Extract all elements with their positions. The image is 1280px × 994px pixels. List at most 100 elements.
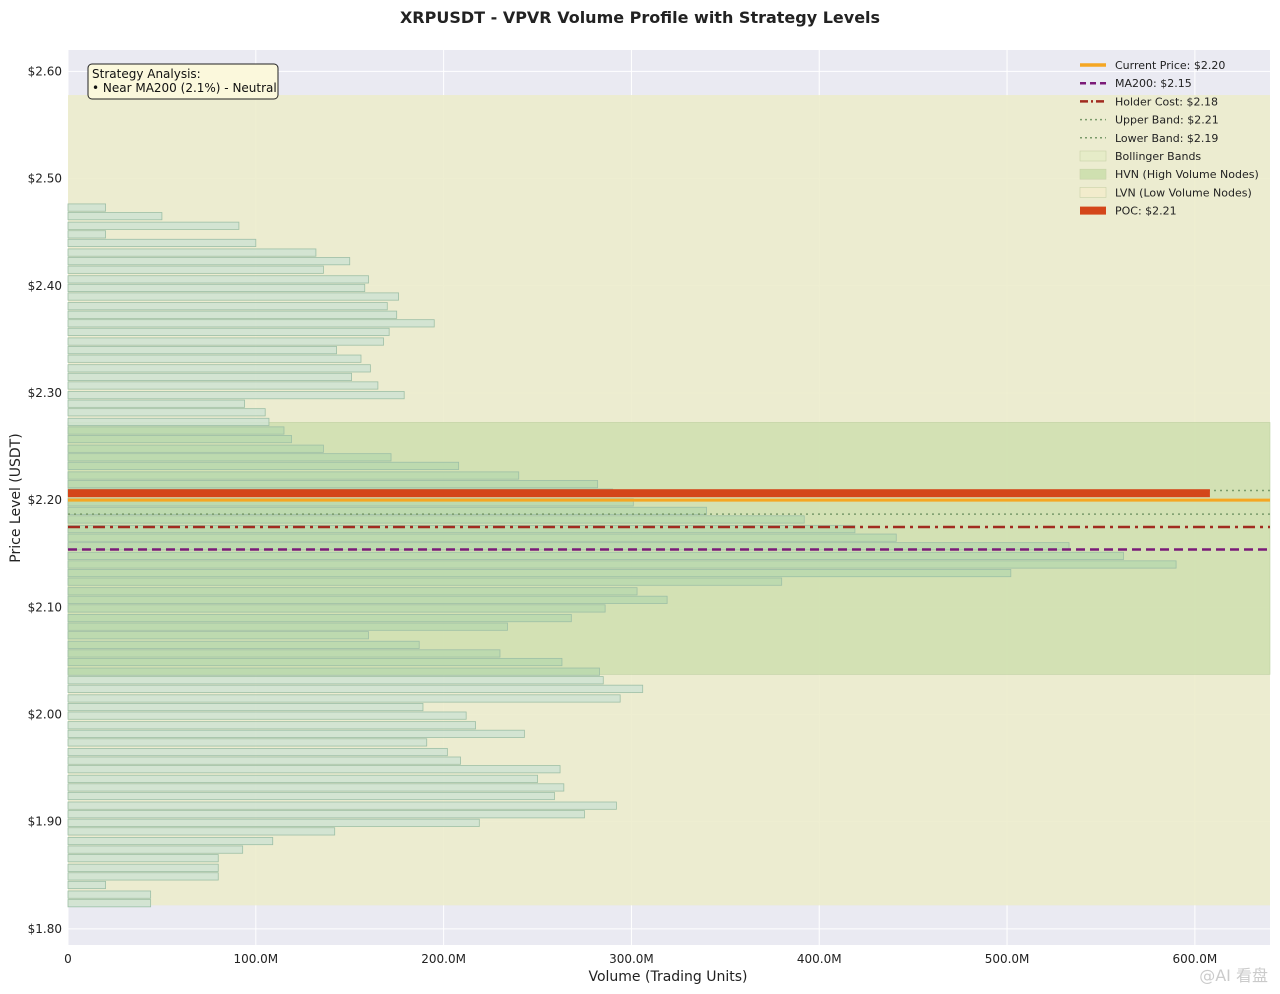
legend-label: HVN (High Volume Nodes) xyxy=(1115,168,1259,181)
volume-bar xyxy=(67,444,324,453)
volume-bar xyxy=(67,265,324,274)
volume-bar xyxy=(67,354,362,363)
volume-bar xyxy=(67,248,317,257)
volume-bar xyxy=(67,631,369,640)
legend-item: Holder Cost: $2.18 xyxy=(1080,95,1218,108)
watermark: @AI 看盘 xyxy=(1199,966,1268,985)
volume-bar xyxy=(67,364,371,373)
legend-swatch xyxy=(1079,168,1107,180)
volume-bar xyxy=(67,756,461,765)
x-axis-label: Volume (Trading Units) xyxy=(588,969,747,985)
volume-bar xyxy=(67,551,1124,560)
volume-bar xyxy=(67,801,617,810)
x-tick-label: 500.0M xyxy=(985,952,1030,966)
volume-bar xyxy=(67,569,1012,578)
volume-bar xyxy=(67,498,634,507)
y-tick-label: $2.20 xyxy=(28,493,62,507)
poc-bar xyxy=(68,489,1210,498)
volume-bar xyxy=(67,604,606,613)
volume-bar xyxy=(67,703,424,712)
legend-item: Lower Band: $2.19 xyxy=(1080,132,1218,145)
volume-bar xyxy=(67,890,152,899)
volume-bar xyxy=(67,337,384,346)
volume-bar xyxy=(67,435,292,444)
legend-swatch xyxy=(1079,150,1107,162)
volume-bar xyxy=(67,408,266,417)
volume-bar xyxy=(67,283,366,292)
volume-bar xyxy=(67,854,219,863)
volume-bar xyxy=(67,292,399,301)
volume-bar xyxy=(67,212,163,221)
volume-bar xyxy=(67,622,508,631)
volume-bar xyxy=(67,238,257,247)
legend-item: POC: $2.21 xyxy=(1080,205,1177,218)
volume-bar xyxy=(67,346,337,355)
x-tick-label: 0 xyxy=(64,952,72,966)
volume-bar xyxy=(67,302,388,311)
volume-bar xyxy=(67,791,555,801)
y-tick-label: $2.00 xyxy=(28,708,62,722)
x-tick-label: 300.0M xyxy=(609,952,654,966)
volume-bar xyxy=(67,880,106,890)
y-tick-label: $2.50 xyxy=(28,172,62,186)
y-tick-label: $1.90 xyxy=(28,815,62,829)
volume-bar xyxy=(67,765,561,774)
volume-bar xyxy=(67,230,106,239)
legend-item: LVN (Low Volume Nodes) xyxy=(1079,186,1252,199)
x-tick-label: 400.0M xyxy=(797,952,842,966)
legend-item: Bollinger Bands xyxy=(1079,150,1201,163)
volume-bar xyxy=(67,310,398,319)
strategy-annotation-line: • Near MA200 (2.1%) - Neutral xyxy=(92,81,277,95)
volume-bar xyxy=(67,694,621,703)
volume-bar xyxy=(67,577,783,586)
strategy-annotation-line: Strategy Analysis: xyxy=(92,67,201,81)
legend-label: Upper Band: $2.21 xyxy=(1115,114,1219,127)
volume-bar xyxy=(67,417,270,426)
volume-bar xyxy=(67,587,638,596)
volume-bar xyxy=(67,471,520,480)
volume-bar xyxy=(67,399,245,408)
volume-bar xyxy=(67,533,897,542)
volume-bar xyxy=(67,327,390,336)
legend-item: HVN (High Volume Nodes) xyxy=(1079,168,1259,181)
y-tick-label: $2.60 xyxy=(28,64,62,78)
legend-item: MA200: $2.15 xyxy=(1080,77,1192,90)
volume-bar xyxy=(67,649,501,658)
volume-bar xyxy=(67,711,467,720)
volume-bar xyxy=(67,542,1070,551)
legend-item: Upper Band: $2.21 xyxy=(1080,114,1219,127)
x-tick-label: 600.0M xyxy=(1173,952,1218,966)
y-tick-label: $2.40 xyxy=(28,279,62,293)
x-tick-label: 100.0M xyxy=(233,952,278,966)
volume-bar xyxy=(67,426,285,435)
legend-label: Lower Band: $2.19 xyxy=(1115,132,1218,145)
legend-swatch xyxy=(1079,187,1107,198)
volume-bar xyxy=(67,275,369,284)
volume-bar xyxy=(67,684,644,693)
volume-bar xyxy=(67,845,244,854)
volume-bar xyxy=(67,595,668,604)
legend-label: Bollinger Bands xyxy=(1115,150,1201,163)
volume-bar xyxy=(67,372,352,381)
volume-bar xyxy=(67,774,538,783)
volume-bar xyxy=(67,738,428,747)
volume-bar xyxy=(67,810,585,819)
volume-bar xyxy=(67,836,274,846)
y-tick-label: $2.10 xyxy=(28,600,62,614)
volume-bar xyxy=(67,453,392,462)
strategy-annotation-box xyxy=(87,63,279,100)
volume-bar xyxy=(67,480,599,489)
volume-bar xyxy=(67,827,336,836)
volume-bar xyxy=(67,657,563,667)
volume-bar xyxy=(67,863,219,872)
volume-bar xyxy=(67,560,1177,569)
volume-bar xyxy=(67,257,351,266)
legend-label: LVN (Low Volume Nodes) xyxy=(1115,186,1252,199)
volume-bar xyxy=(67,721,476,730)
volume-bar xyxy=(67,203,106,212)
volume-bar xyxy=(67,818,480,827)
volume-bar xyxy=(67,381,379,390)
volume-bar xyxy=(67,748,448,757)
legend-swatch xyxy=(1080,206,1106,215)
volume-bar xyxy=(67,319,435,328)
